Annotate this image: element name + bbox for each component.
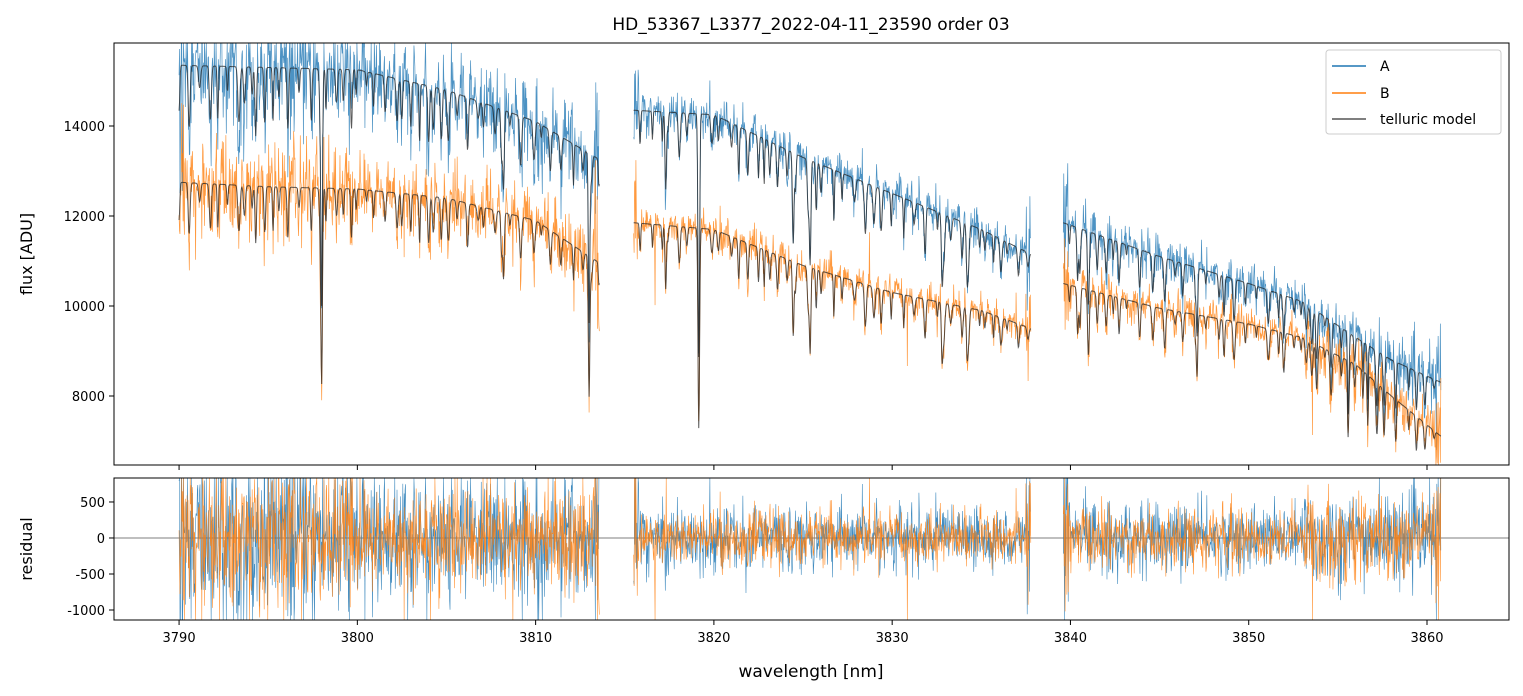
telluric-model-line-b (633, 222, 1032, 429)
telluric-model-line-a (1063, 222, 1442, 415)
telluric-model-line-b (178, 181, 600, 397)
x-tick-label: 3800 (341, 631, 374, 646)
x-tick-label: 3850 (1232, 631, 1265, 646)
series-b-residual-line (633, 478, 1032, 620)
telluric-model-line-a (633, 109, 1032, 358)
series-b-flux-line (178, 103, 600, 413)
telluric-model-line-a (178, 64, 600, 324)
series-a-flux-line (633, 69, 1031, 354)
residual-y-axis-label: residual (17, 517, 36, 580)
series-b-residual-line (1063, 478, 1442, 620)
residual-plot-area (114, 478, 1509, 620)
legend-label-b: B (1380, 86, 1390, 102)
x-tick-label: 3820 (697, 631, 730, 646)
residual-y-tick-label: -500 (75, 568, 105, 583)
chart-title: HD_53367_L3377_2022-04-11_23590 order 03 (612, 15, 1009, 35)
telluric-model-line-b (1063, 283, 1442, 451)
legend-label-model: telluric model (1380, 112, 1476, 128)
x-tick-label: 3830 (876, 631, 909, 646)
flux-y-tick-label: 14000 (64, 120, 105, 135)
x-axis-label: wavelength [nm] (738, 662, 883, 682)
flux-y-tick-label: 12000 (64, 210, 105, 225)
residual-y-tick-label: 0 (97, 532, 105, 547)
legend: A B telluric model (1325, 49, 1502, 135)
series-b-flux-line (633, 160, 1032, 422)
x-tick-label: 3860 (1410, 631, 1443, 646)
x-tick-label: 3810 (519, 631, 552, 646)
series-b-residual-line (178, 478, 600, 620)
flux-y-tick-label: 8000 (72, 390, 105, 405)
residual-axes-frame (113, 477, 1510, 621)
x-tick-label: 3840 (1054, 631, 1087, 646)
flux-y-axis-label: flux [ADU] (17, 213, 36, 295)
x-tick-label: 3790 (163, 631, 196, 646)
residual-y-tick-label: 500 (80, 496, 105, 511)
flux-plot-area (178, 43, 1442, 465)
series-a-flux-line (178, 43, 600, 343)
flux-axes-frame (113, 42, 1510, 466)
series-a-residual-line (1063, 478, 1442, 620)
series-a-flux-line (1062, 163, 1442, 450)
residual-y-tick-label: -1000 (67, 604, 105, 619)
legend-label-a: A (1380, 59, 1390, 75)
legend-frame (1325, 49, 1502, 135)
flux-y-tick-label: 10000 (64, 300, 105, 315)
